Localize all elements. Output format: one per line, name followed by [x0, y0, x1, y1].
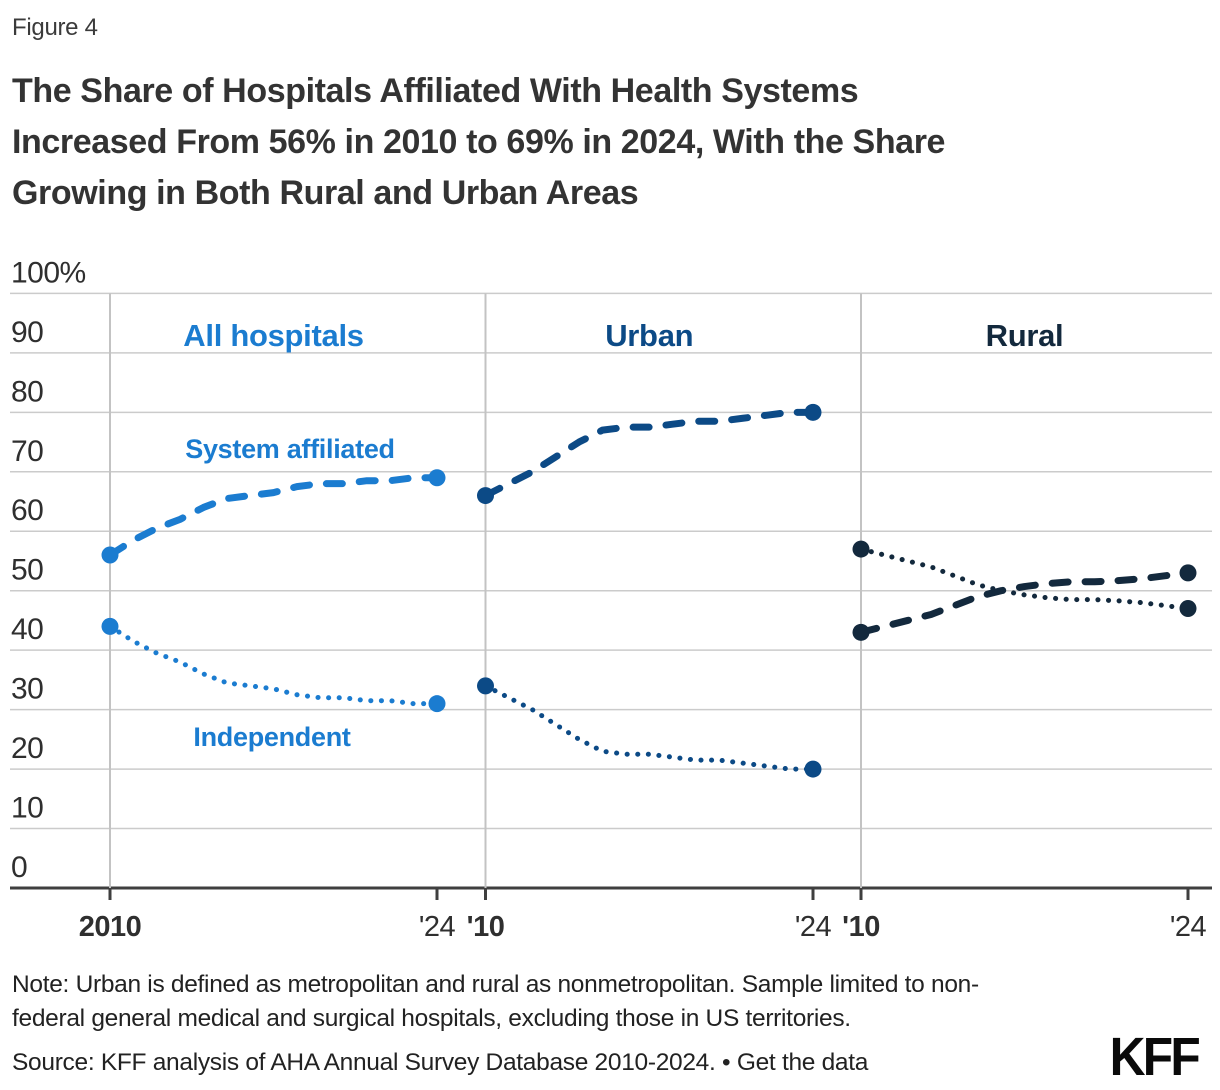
- y-axis-label-60: 60: [11, 494, 43, 527]
- y-axis-label-80: 80: [11, 375, 43, 408]
- kff-logo: KFF: [1109, 1027, 1201, 1087]
- point-rural-system-affiliated-start: [852, 623, 870, 641]
- line-urban-independent: [483, 683, 816, 772]
- panel-label-rural: Rural: [986, 318, 1064, 353]
- line-all-hospitals-system-affiliated: [106, 474, 441, 559]
- note-line-2: federal general medical and surgical hos…: [12, 1005, 851, 1032]
- series-label-system-affiliated: System affiliated: [185, 434, 394, 464]
- point-rural-independent-start: [852, 540, 870, 558]
- panel-label-urban: Urban: [605, 318, 693, 353]
- note-line-1: Note: Urban is defined as metropolitan a…: [12, 971, 979, 998]
- point-urban-independent-end: [804, 760, 822, 778]
- title-line-2: Increased From 56% in 2010 to 69% in 202…: [12, 123, 946, 161]
- line-rural-system-affiliated: [857, 569, 1192, 636]
- point-rural-system-affiliated-end: [1179, 564, 1197, 582]
- x-axis-label-urban-1: '24: [795, 911, 832, 943]
- x-axis-label-rural-1: '24: [1170, 911, 1207, 943]
- point-urban-system-affiliated-start: [477, 487, 494, 505]
- panel-label-all-hospitals: All hospitals: [183, 318, 363, 353]
- source-bullet: •: [722, 1049, 731, 1076]
- page-title: The Share of Hospitals Affiliated With H…: [12, 66, 1192, 219]
- y-axis-label-0: 0: [11, 851, 27, 884]
- line-rural-independent: [858, 546, 1191, 612]
- point-urban-system-affiliated-end: [804, 403, 822, 421]
- point-all-hospitals-system-affiliated-start: [101, 546, 119, 564]
- y-axis-label-30: 30: [11, 673, 43, 706]
- point-urban-independent-start: [477, 677, 494, 695]
- x-axis-label-all-hospitals-1: '24: [419, 911, 456, 943]
- x-axis-label-urban-0: '10: [467, 911, 505, 943]
- x-axis-label-all-hospitals-0: 2010: [79, 911, 142, 943]
- line-all-hospitals-independent: [107, 623, 440, 707]
- source-text: Source: KFF analysis of AHA Annual Surve…: [12, 1049, 716, 1076]
- title-line-3: Growing in Both Rural and Urban Areas: [12, 174, 639, 212]
- point-rural-independent-end: [1179, 600, 1197, 618]
- source-row: Source: KFF analysis of AHA Annual Surve…: [12, 1049, 868, 1077]
- series-label-independent: Independent: [193, 722, 351, 752]
- figure-label: Figure 4: [12, 14, 98, 41]
- get-the-data-link[interactable]: Get the data: [736, 1049, 869, 1076]
- line-urban-system-affiliated: [482, 408, 817, 500]
- x-axis-label-rural-0: '10: [842, 911, 880, 943]
- y-axis-label-90: 90: [11, 316, 43, 349]
- y-axis-label-10: 10: [11, 792, 43, 825]
- point-all-hospitals-system-affiliated-end: [428, 469, 446, 487]
- point-all-hospitals-independent-start: [101, 617, 119, 635]
- chart-note: Note: Urban is defined as metropolitan a…: [12, 968, 1132, 1036]
- y-axis-label-50: 50: [11, 554, 43, 587]
- y-axis-label-40: 40: [11, 613, 43, 646]
- y-axis-label-100: 100%: [11, 256, 86, 289]
- y-axis-label-70: 70: [11, 435, 43, 468]
- title-line-1: The Share of Hospitals Affiliated With H…: [12, 72, 859, 110]
- y-axis-label-20: 20: [11, 732, 43, 765]
- point-all-hospitals-independent-end: [428, 695, 446, 713]
